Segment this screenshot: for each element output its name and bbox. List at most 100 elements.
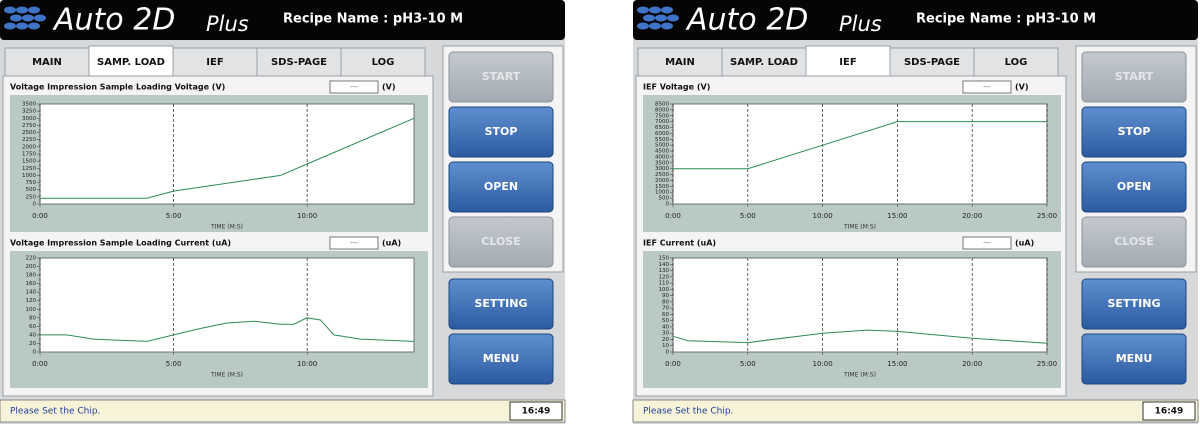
- button[interactable]: [1081, 278, 1187, 330]
- button[interactable]: [1081, 106, 1187, 158]
- y-tick-label: 250: [26, 194, 37, 200]
- status-bar: [632, 399, 1199, 423]
- button[interactable]: [448, 161, 554, 213]
- y-tick-label: 20: [662, 337, 669, 343]
- button-label[interactable]: SETTING: [1107, 297, 1160, 310]
- button-label[interactable]: CLOSE: [1114, 235, 1153, 248]
- x-tick-label: 0:00: [665, 212, 681, 220]
- button-label[interactable]: STOP: [1118, 125, 1151, 138]
- y-tick-label: 8000: [655, 107, 669, 113]
- time: 16:49: [1155, 407, 1184, 417]
- x-tick-label: 10:00: [297, 212, 317, 220]
- y-tick-label: 100: [26, 307, 37, 313]
- logo-scale: [28, 22, 40, 30]
- y-tick-label: 40: [662, 324, 669, 330]
- button[interactable]: [448, 278, 554, 330]
- tab-label[interactable]: IEF: [206, 57, 223, 68]
- x-tick-label: 5:00: [740, 360, 756, 368]
- logo-scale: [4, 6, 16, 14]
- tab[interactable]: [721, 47, 807, 77]
- tab[interactable]: [973, 47, 1059, 77]
- tab-label[interactable]: IEF: [839, 57, 856, 68]
- x-tick-label: 10:00: [297, 360, 317, 368]
- button-label[interactable]: SETTING: [474, 297, 527, 310]
- button[interactable]: [448, 216, 554, 268]
- y-tick-label: 140: [659, 262, 670, 268]
- x-axis-label: TIME (M:S): [843, 224, 876, 231]
- button-label[interactable]: OPEN: [484, 180, 518, 193]
- tab-label[interactable]: SDS-PAGE: [271, 57, 327, 68]
- button[interactable]: [1081, 216, 1187, 268]
- x-tick-label: 0:00: [32, 212, 48, 220]
- tab-label[interactable]: SDS-PAGE: [904, 57, 960, 68]
- y-tick-label: 2250: [22, 137, 36, 143]
- button[interactable]: [1081, 333, 1187, 385]
- header: [633, 0, 1198, 40]
- y-tick-label: 6000: [655, 131, 669, 137]
- y-tick-label: 120: [659, 274, 670, 280]
- tab[interactable]: [4, 47, 90, 77]
- tab-label[interactable]: SAMP. LOAD: [97, 57, 165, 68]
- tab[interactable]: [637, 47, 723, 77]
- y-tick-label: 130: [659, 268, 670, 274]
- logo-icon: [4, 6, 46, 30]
- y-tick-label: 0: [666, 202, 670, 208]
- panel: Auto 2D Plus Recipe Name : pH3-10 M MAIN SAM…: [632, 0, 1199, 424]
- y-tick-label: 5000: [655, 143, 669, 149]
- tab-label[interactable]: MAIN: [665, 57, 695, 68]
- x-tick-label: 20:00: [962, 360, 982, 368]
- y-tick-label: 60: [29, 324, 36, 330]
- status-message: Please Set the Chip.: [10, 407, 100, 417]
- logo-scale: [661, 22, 673, 30]
- tab[interactable]: [805, 45, 891, 78]
- y-tick-label: 2750: [22, 123, 36, 129]
- x-tick-label: 5:00: [740, 212, 756, 220]
- button[interactable]: [1081, 161, 1187, 213]
- y-tick-label: 1500: [22, 159, 36, 165]
- y-tick-label: 110: [659, 281, 670, 287]
- x-tick-label: 25:00: [1037, 360, 1057, 368]
- logo-scale: [16, 22, 28, 30]
- button-label[interactable]: MENU: [483, 352, 520, 365]
- y-tick-label: 4500: [655, 149, 669, 155]
- y-tick-label: 200: [26, 264, 37, 270]
- button-label[interactable]: START: [1115, 70, 1154, 83]
- y-tick-label: 220: [26, 256, 37, 262]
- y-tick-label: 60: [662, 312, 669, 318]
- y-tick-label: 180: [26, 273, 37, 279]
- x-tick-label: 0:00: [32, 360, 48, 368]
- readout: ---: [350, 239, 358, 247]
- time-box: [509, 401, 563, 421]
- y-tick-label: 160: [26, 281, 37, 287]
- recipe-name: Recipe Name : pH3-10 M: [283, 12, 463, 27]
- x-tick-label: 5:00: [166, 212, 182, 220]
- chart-title: Voltage Impression Sample Loading Voltag…: [10, 83, 225, 92]
- x-tick-label: 20:00: [962, 212, 982, 220]
- plot-area: [672, 103, 1048, 205]
- button[interactable]: [1081, 51, 1187, 103]
- button[interactable]: [448, 333, 554, 385]
- y-tick-label: 120: [26, 298, 37, 304]
- x-tick-label: 10:00: [813, 360, 833, 368]
- tab-label[interactable]: MAIN: [32, 57, 62, 68]
- button[interactable]: [448, 51, 554, 103]
- button-label[interactable]: MENU: [1116, 352, 1153, 365]
- button-label[interactable]: OPEN: [1117, 180, 1151, 193]
- button-label[interactable]: STOP: [485, 125, 518, 138]
- tab-label[interactable]: LOG: [372, 57, 395, 68]
- logo-scale: [28, 6, 40, 14]
- y-tick-label: 1250: [22, 166, 36, 172]
- y-tick-label: 3500: [22, 102, 36, 108]
- button-label[interactable]: CLOSE: [481, 235, 520, 248]
- recipe-name: Recipe Name : pH3-10 M: [916, 12, 1096, 27]
- tab-label[interactable]: LOG: [1005, 57, 1028, 68]
- tab-label[interactable]: SAMP. LOAD: [730, 57, 798, 68]
- x-tick-label: 0:00: [665, 360, 681, 368]
- data-line: [672, 329, 1048, 344]
- button-label[interactable]: START: [482, 70, 521, 83]
- y-tick-label: 1000: [655, 190, 669, 196]
- y-tick-label: 0: [666, 350, 670, 356]
- y-tick-label: 70: [662, 306, 669, 312]
- readout-box: [962, 80, 1012, 94]
- button[interactable]: [448, 106, 554, 158]
